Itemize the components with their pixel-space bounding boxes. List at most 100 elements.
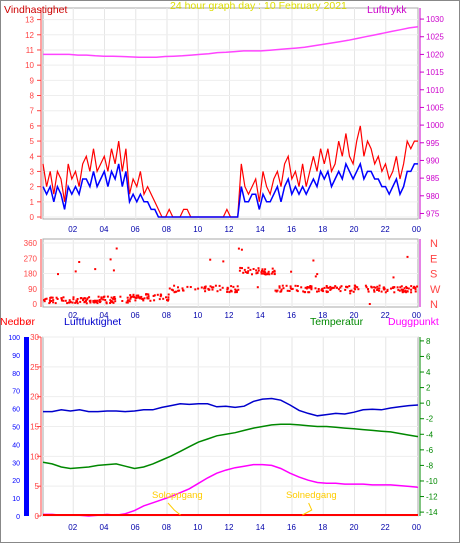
- direction-degree-label: 0: [33, 300, 38, 309]
- wind-direction-point: [243, 268, 246, 271]
- wind-direction-point: [147, 293, 150, 296]
- wind-direction-point: [113, 296, 116, 298]
- wind-direction-point: [79, 300, 82, 303]
- wind-direction-point: [317, 288, 320, 290]
- wind-direction-point: [162, 297, 165, 300]
- wind-direction-point: [236, 285, 239, 288]
- wind-direction-point: [400, 285, 403, 288]
- temperature-axis-label: -6: [426, 446, 434, 455]
- sunrise-marker: [167, 502, 181, 516]
- wind-direction-point: [115, 247, 118, 250]
- wind-direction-point: [410, 291, 413, 294]
- humidity-axis-label: 20: [30, 393, 39, 402]
- wind-direction-point: [303, 291, 306, 294]
- wind-direction-point: [109, 299, 112, 302]
- wind-axis-label: 8: [30, 92, 35, 101]
- humidity-axis-label: 30: [30, 333, 39, 342]
- wind-direction-point: [390, 287, 392, 290]
- wind-direction-point: [204, 285, 207, 288]
- wind-direction-point: [370, 285, 373, 288]
- wind-direction-point: [167, 296, 170, 299]
- x-tick-label: 02: [68, 523, 77, 532]
- wind-direction-point: [310, 288, 313, 291]
- direction-degree-label: 180: [24, 270, 38, 279]
- pressure-axis-label: 1020: [426, 50, 444, 59]
- wind-direction-point: [76, 298, 79, 300]
- wind-direction-point: [168, 287, 171, 290]
- wind-direction-point: [400, 288, 403, 291]
- wind-direction-point: [82, 299, 84, 302]
- wind-direction-point: [109, 302, 112, 304]
- wind-direction-point: [127, 299, 130, 302]
- wind-direction-point: [312, 259, 315, 262]
- wind-direction-point: [173, 291, 176, 294]
- wind-axis-label: 6: [30, 122, 35, 131]
- wind-direction-point: [397, 288, 400, 291]
- wind-direction-point: [52, 299, 55, 302]
- wind-direction-point: [96, 302, 99, 305]
- x-tick-label: 12: [225, 311, 234, 320]
- wind-direction-point: [316, 290, 318, 293]
- wind-direction-point: [376, 288, 379, 291]
- direction-degree-label: 270: [24, 254, 38, 263]
- wind-direction-point: [367, 288, 369, 291]
- wind-direction-point: [182, 289, 185, 292]
- wind-direction-point: [410, 285, 413, 288]
- pressure-axis-label: 980: [426, 192, 440, 201]
- wind-direction-point: [337, 288, 340, 291]
- wind-axis-label: 3: [30, 167, 35, 176]
- temperature-axis-label: 0: [426, 399, 431, 408]
- wind-direction-point: [378, 287, 381, 290]
- wind-direction-point: [50, 296, 53, 299]
- wind-axis-label: 4: [30, 152, 35, 161]
- wind-direction-point: [119, 295, 122, 298]
- x-tick-label: 10: [193, 225, 202, 234]
- wind-direction-point: [262, 272, 265, 275]
- wind-direction-point: [51, 296, 54, 299]
- wind-axis-label: 9: [30, 76, 35, 85]
- wind-direction-point: [197, 287, 200, 290]
- wind-direction-point: [146, 296, 149, 299]
- wind-direction-point: [78, 261, 81, 263]
- wind-direction-point: [280, 290, 283, 293]
- wind-direction-point: [405, 291, 408, 294]
- pressure-axis-label: 1000: [426, 121, 444, 130]
- pressure-series-line: [43, 26, 419, 58]
- temperature-axis-label: 4: [426, 368, 431, 377]
- wind-direction-point: [281, 284, 284, 287]
- wind-direction-point: [80, 297, 83, 299]
- temperature-x-axis-ticks: 02 04 06 08 10 12 14 16 18 20 22 00: [68, 523, 421, 532]
- wind-direction-point: [261, 269, 263, 272]
- wind-direction-point: [241, 267, 243, 270]
- wind-direction-point: [62, 296, 65, 299]
- wind-direction-point: [60, 297, 63, 300]
- wind-direction-point: [214, 284, 217, 287]
- wind-direction-point: [310, 285, 313, 288]
- wind-direction-point: [289, 287, 292, 290]
- wind-direction-point: [88, 296, 91, 299]
- temperature-axis-label: -14: [426, 508, 438, 517]
- pressure-axis-ticks: 975 980 985 990 995 1000 1005 1010 1015 1020 1025 1…: [419, 8, 444, 219]
- wind-direction-point: [86, 297, 89, 300]
- wind-direction-point: [85, 302, 88, 305]
- wind-direction-point: [132, 294, 135, 297]
- wind-direction-point: [173, 284, 176, 287]
- wind-direction-point: [62, 299, 65, 302]
- wind-direction-point: [85, 299, 87, 302]
- wind-direction-point: [142, 299, 145, 302]
- wind-direction-point: [135, 296, 138, 299]
- wind-direction-point: [43, 299, 46, 301]
- rain-axis-label: 0: [16, 514, 20, 521]
- sunrise-label: Soloppgang: [152, 490, 203, 501]
- wind-axis-label: 0: [30, 213, 35, 222]
- wind-direction-point: [210, 286, 213, 289]
- wind-direction-point: [406, 255, 409, 258]
- wind-direction-point: [271, 267, 274, 270]
- legend-rain: Nedbør: [0, 316, 36, 328]
- wind-direction-point: [380, 290, 383, 293]
- wind-average-series-line: [42, 161, 418, 218]
- humidity-axis-ticks: 0 5 10 15 20 25 30: [30, 333, 42, 521]
- wind-direction-point: [251, 273, 253, 276]
- x-tick-label: 22: [381, 225, 390, 234]
